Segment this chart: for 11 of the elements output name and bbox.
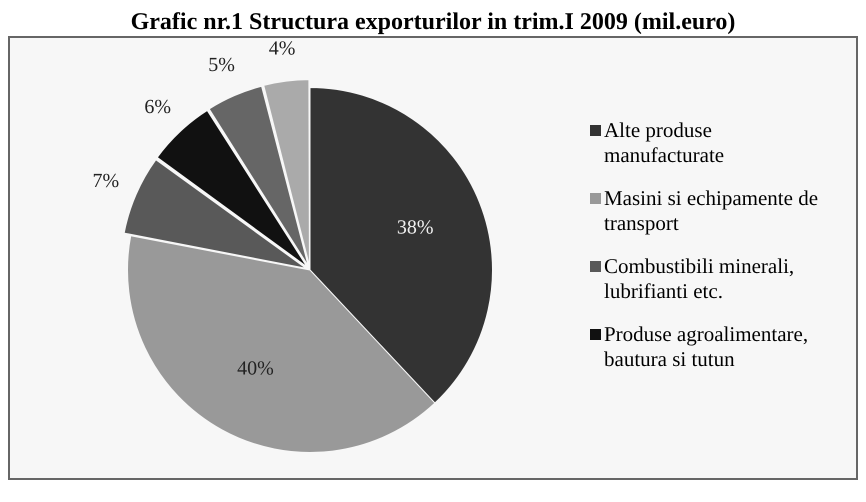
legend-label: Combustibili minerali, lubrifianti etc. (604, 254, 796, 304)
data-label: 5% (208, 54, 235, 76)
data-label: 6% (144, 96, 172, 118)
data-label: 40% (237, 357, 274, 380)
legend-label: Masini si echipamente de transport (604, 186, 820, 236)
chart-title: Grafic nr.1 Structura exporturilor in trim.I 2009 (mil.euro) (130, 8, 736, 36)
data-label: 38% (396, 216, 434, 239)
legend-label: Produse agroalimentare, bautura si tutun (604, 322, 810, 372)
data-label: 4% (268, 38, 296, 60)
legend-label: Alte produse manufacturate (604, 118, 726, 168)
data-label: 7% (92, 170, 120, 192)
